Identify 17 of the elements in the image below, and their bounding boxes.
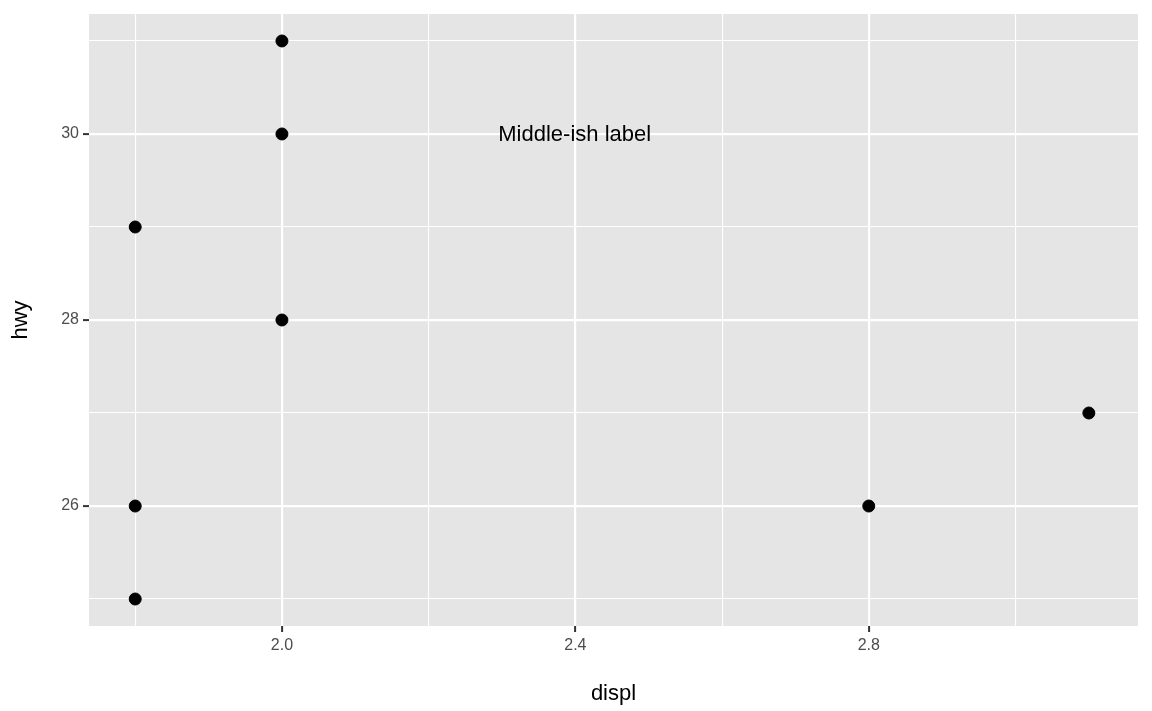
y-axis-title: hwy — [7, 300, 33, 340]
point — [1082, 406, 1096, 420]
x-tick-label: 2.8 — [857, 636, 880, 654]
point — [128, 220, 142, 234]
annotation: Middle-ish label — [498, 121, 652, 147]
point — [275, 313, 289, 327]
y-tick-label: 28 — [61, 310, 80, 328]
x-tick-label: 2.4 — [564, 636, 587, 654]
point — [275, 34, 289, 48]
text: 2.0 — [270, 636, 294, 654]
point — [128, 592, 142, 606]
point — [862, 499, 876, 513]
y-tick-label: 30 — [61, 124, 80, 142]
y-tick-label: 26 — [61, 496, 80, 514]
x-axis-title: displ — [590, 679, 637, 705]
point — [128, 499, 142, 513]
point — [275, 127, 289, 141]
